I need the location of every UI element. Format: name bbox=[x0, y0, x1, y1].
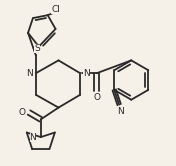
Text: N: N bbox=[83, 69, 90, 78]
Text: S: S bbox=[34, 44, 40, 53]
Text: N: N bbox=[26, 69, 33, 78]
Text: N: N bbox=[117, 107, 124, 116]
Text: O: O bbox=[93, 93, 100, 102]
Text: N: N bbox=[30, 133, 36, 142]
Text: O: O bbox=[19, 108, 26, 117]
Text: Cl: Cl bbox=[51, 5, 60, 14]
